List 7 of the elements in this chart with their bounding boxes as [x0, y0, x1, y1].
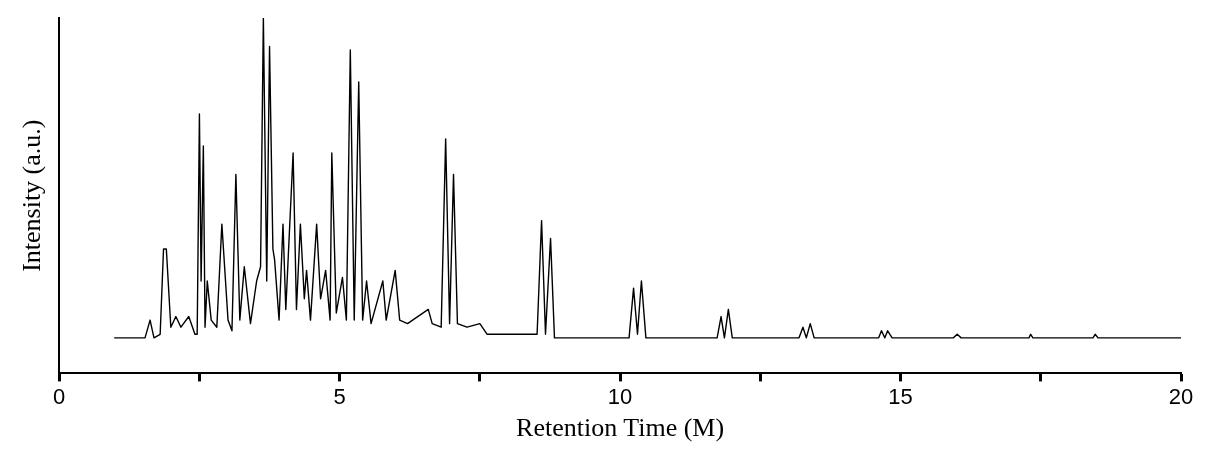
x-tick-label: 5 [333, 383, 346, 409]
x-axis-title: Retention Time (M) [516, 413, 725, 443]
x-tick-label: 15 [888, 383, 913, 409]
y-axis-title: Intensity (a.u.) [17, 119, 47, 272]
x-tick-label: 0 [53, 383, 66, 409]
x-tick-label: 20 [1168, 383, 1194, 409]
x-tick-label: 10 [607, 383, 633, 409]
